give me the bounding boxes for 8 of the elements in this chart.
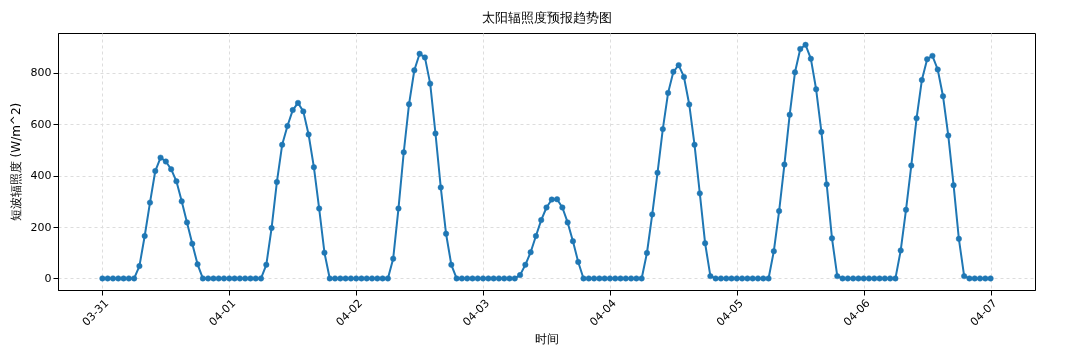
y-axis-title: 短波辐照度 (W/m^2) [8, 102, 23, 222]
y-tick-label: 200 [30, 220, 52, 234]
x-axis-title: 时间 [535, 331, 559, 346]
y-tick-label: 400 [30, 169, 52, 183]
y-tick-label: 600 [30, 117, 52, 131]
y-tick-label: 800 [30, 66, 52, 80]
chart-title: 太阳辐照度预报趋势图 [481, 10, 612, 25]
y-tick-label: 0 [44, 271, 52, 285]
